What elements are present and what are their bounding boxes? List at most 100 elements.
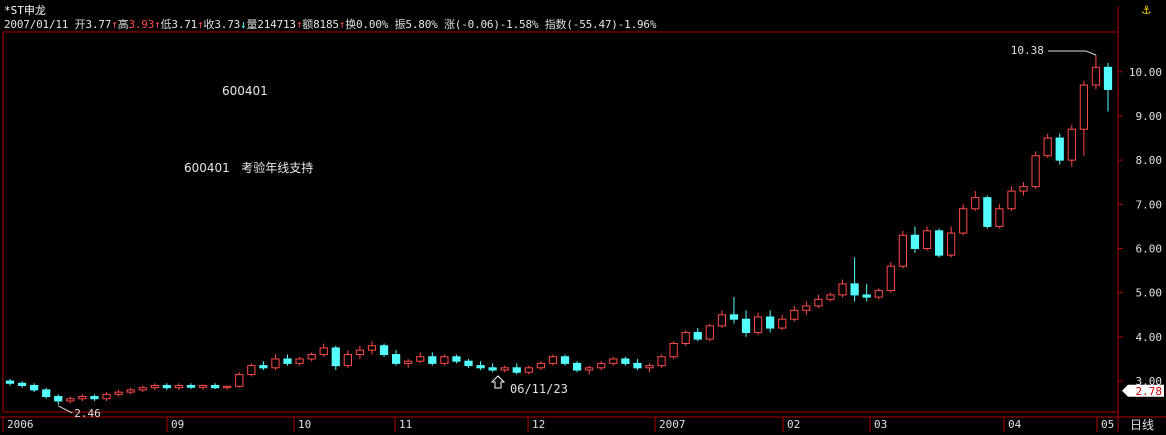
candle-body	[681, 331, 690, 345]
candle	[66, 396, 75, 404]
candle-body	[1019, 186, 1028, 192]
candle-body	[102, 393, 111, 400]
candle-body	[138, 387, 147, 391]
candle-body	[910, 234, 920, 250]
candle-body	[391, 354, 401, 364]
volume-value: 214713	[257, 18, 296, 31]
candle	[476, 361, 485, 371]
candle-body	[753, 316, 763, 333]
index-change-value: (-55.47)-1.96%	[566, 18, 657, 31]
candle-body	[295, 358, 304, 364]
up-arrow-icon: ↑	[111, 18, 118, 31]
candle	[838, 279, 847, 298]
candle-body	[874, 289, 883, 298]
candle	[790, 305, 799, 322]
candle-body	[1055, 137, 1064, 161]
anchor-icon[interactable]: ⚓	[1142, 2, 1151, 18]
low-marker-label: 2.46	[74, 407, 101, 420]
candle	[150, 383, 159, 390]
candle	[910, 226, 920, 253]
candle	[766, 310, 775, 333]
comment-text: 考验年线支持	[241, 161, 314, 175]
candle	[681, 330, 690, 346]
date-tick-label: 04	[1008, 418, 1022, 431]
candle-body	[1091, 66, 1101, 86]
candle-body	[30, 384, 39, 391]
candle	[572, 361, 582, 373]
candle-body	[235, 373, 244, 387]
stat-date: 2007/01/11	[4, 18, 69, 31]
up-arrow-icon: ↑	[154, 18, 161, 31]
candle	[585, 365, 594, 375]
candle-body	[850, 283, 859, 296]
candle	[886, 261, 895, 293]
candle	[729, 297, 739, 324]
candle-body	[428, 356, 437, 364]
candle	[669, 341, 678, 359]
candle-body	[331, 347, 340, 367]
candle	[1019, 182, 1028, 196]
date-tick-label: 2007	[659, 418, 686, 431]
date-tick-label: 10	[298, 418, 311, 431]
date-axis: 2006 09 10 11 12 2007 02 03 04 05 日线	[2, 417, 1154, 432]
candle-body	[78, 396, 87, 400]
candle	[174, 383, 184, 390]
candle	[741, 310, 751, 337]
stock-code-note: 600401	[222, 84, 268, 98]
candle-body	[862, 294, 871, 298]
candle	[102, 392, 111, 401]
candle-body	[814, 298, 823, 307]
candle	[259, 361, 268, 371]
candle-body	[1079, 84, 1088, 130]
candle-body	[548, 356, 558, 364]
candle-body	[186, 384, 196, 388]
open-label: 开	[74, 18, 86, 31]
candle	[488, 363, 497, 373]
high-label: 高	[117, 18, 129, 31]
down-arrow-icon: ↓	[240, 18, 247, 31]
price-tick-label: 8.00	[1136, 154, 1163, 167]
candle	[898, 230, 907, 269]
change-value: (-0.06)-1.58%	[454, 18, 539, 31]
candle-body	[355, 349, 365, 356]
candle	[247, 363, 256, 377]
candle	[814, 294, 823, 309]
comment-code: 600401	[184, 161, 230, 175]
candle-body	[512, 367, 521, 373]
candle	[162, 383, 171, 390]
candle-body	[947, 232, 956, 256]
date-tick-label: 2006	[7, 418, 34, 431]
candle-body	[367, 345, 377, 351]
candle-body	[247, 365, 256, 375]
candle	[1103, 62, 1113, 112]
candle-body	[657, 356, 666, 367]
candle-body	[1103, 66, 1113, 90]
candle	[1031, 151, 1040, 189]
amplitude-label: 振	[394, 18, 406, 31]
candle	[319, 343, 328, 357]
candle	[597, 361, 606, 371]
candles	[5, 54, 1113, 405]
candle-body	[379, 345, 389, 356]
candle-body	[1031, 155, 1040, 188]
candle-body	[223, 385, 232, 389]
turnover-label: 换	[345, 18, 357, 31]
candle	[862, 283, 871, 302]
candle-body	[174, 384, 184, 389]
candle	[331, 345, 340, 371]
up-arrow-icon: ↑	[197, 18, 204, 31]
candle	[983, 195, 992, 229]
candle	[391, 350, 401, 366]
candle-body	[271, 358, 280, 369]
candle-body	[934, 230, 944, 256]
candle	[138, 385, 147, 393]
close-value: 3.73	[214, 18, 241, 31]
candle	[645, 363, 654, 373]
candle	[536, 361, 546, 371]
candle-body	[488, 367, 497, 371]
up-arrow-icon: ↑	[295, 18, 303, 31]
candle-body	[790, 309, 799, 320]
